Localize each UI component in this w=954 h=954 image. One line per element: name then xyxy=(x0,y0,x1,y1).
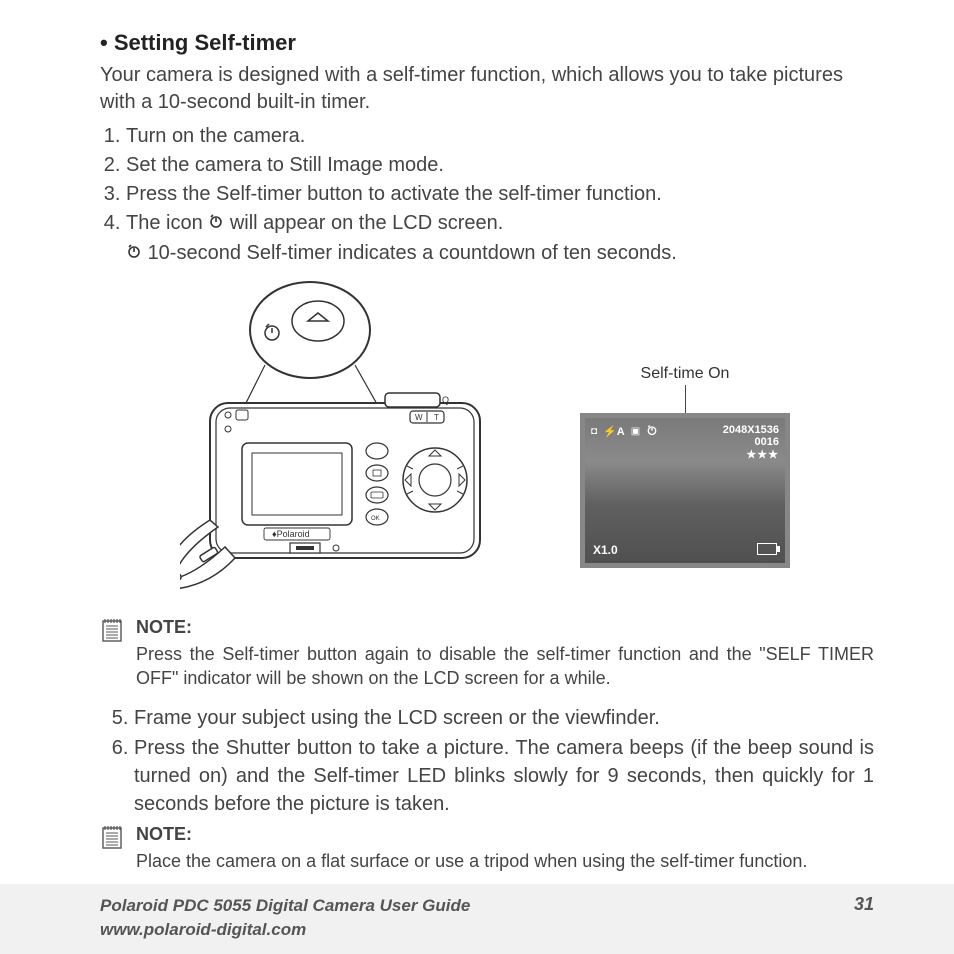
intro-text: Your camera is designed with a self-time… xyxy=(100,62,874,116)
step-item: The icon will appear on the LCD screen. xyxy=(126,209,874,238)
lcd-count: 0016 xyxy=(723,436,779,448)
note-label: NOTE: xyxy=(136,615,874,639)
lcd-resolution: 2048X1536 xyxy=(723,424,779,436)
caption-leader-line xyxy=(685,385,686,413)
svg-text:OK: OK xyxy=(371,516,380,522)
page-footer: Polaroid PDC 5055 Digital Camera User Gu… xyxy=(0,884,954,954)
lcd-zoom: X1.0 xyxy=(593,543,618,557)
self-timer-icon xyxy=(208,209,224,238)
svg-text:♦Polaroid: ♦Polaroid xyxy=(272,529,310,539)
note-body: Press the Self-timer button again to dis… xyxy=(136,642,874,691)
svg-text:W: W xyxy=(415,413,423,422)
scene-icon: ▣ xyxy=(631,426,640,437)
battery-icon xyxy=(757,543,777,555)
figure-row: Q W T ♦Polaroid xyxy=(100,275,874,595)
note-block: NOTE: Place the camera on a flat surface… xyxy=(100,822,874,873)
step-item: Frame your subject using the LCD screen … xyxy=(134,704,874,732)
step-item: Turn on the camera. xyxy=(126,122,874,151)
steps-list-b: Frame your subject using the LCD screen … xyxy=(100,704,874,818)
step-item: Press the Shutter button to take a pictu… xyxy=(134,734,874,818)
lcd-screen: ◘ ⚡A ▣ 2048X1536 0016 ★★★ X1.0 xyxy=(580,413,790,568)
subline: 10-second Self-timer indicates a countdo… xyxy=(126,242,874,265)
flash-icon: ⚡A xyxy=(603,425,625,438)
footer-title: Polaroid PDC 5055 Digital Camera User Gu… xyxy=(100,894,470,918)
step-item: Set the camera to Still Image mode. xyxy=(126,151,874,180)
steps-list-a: Turn on the camera. Set the camera to St… xyxy=(100,122,874,238)
self-timer-icon xyxy=(126,242,142,265)
lcd-caption: Self-time On xyxy=(580,365,790,383)
page-number: 31 xyxy=(854,894,874,915)
notepad-icon xyxy=(100,824,124,873)
camera-mode-icon: ◘ xyxy=(591,426,597,437)
footer-url: www.polaroid-digital.com xyxy=(100,918,470,942)
camera-illustration: Q W T ♦Polaroid xyxy=(180,275,540,595)
note-label: NOTE: xyxy=(136,822,874,846)
lcd-quality-stars: ★★★ xyxy=(723,448,779,461)
step-item: Press the Self-timer button to activate … xyxy=(126,180,874,209)
svg-text:Q: Q xyxy=(442,395,449,405)
section-heading: • Setting Self-timer xyxy=(100,30,874,56)
lcd-preview-column: Self-time On ◘ ⚡A ▣ 2048X1536 0016 xyxy=(580,365,790,568)
self-timer-icon xyxy=(646,424,658,439)
note-block: NOTE: Press the Self-timer button again … xyxy=(100,615,874,690)
svg-text:T: T xyxy=(434,413,439,422)
notepad-icon xyxy=(100,617,124,690)
note-body: Place the camera on a flat surface or us… xyxy=(136,849,874,873)
